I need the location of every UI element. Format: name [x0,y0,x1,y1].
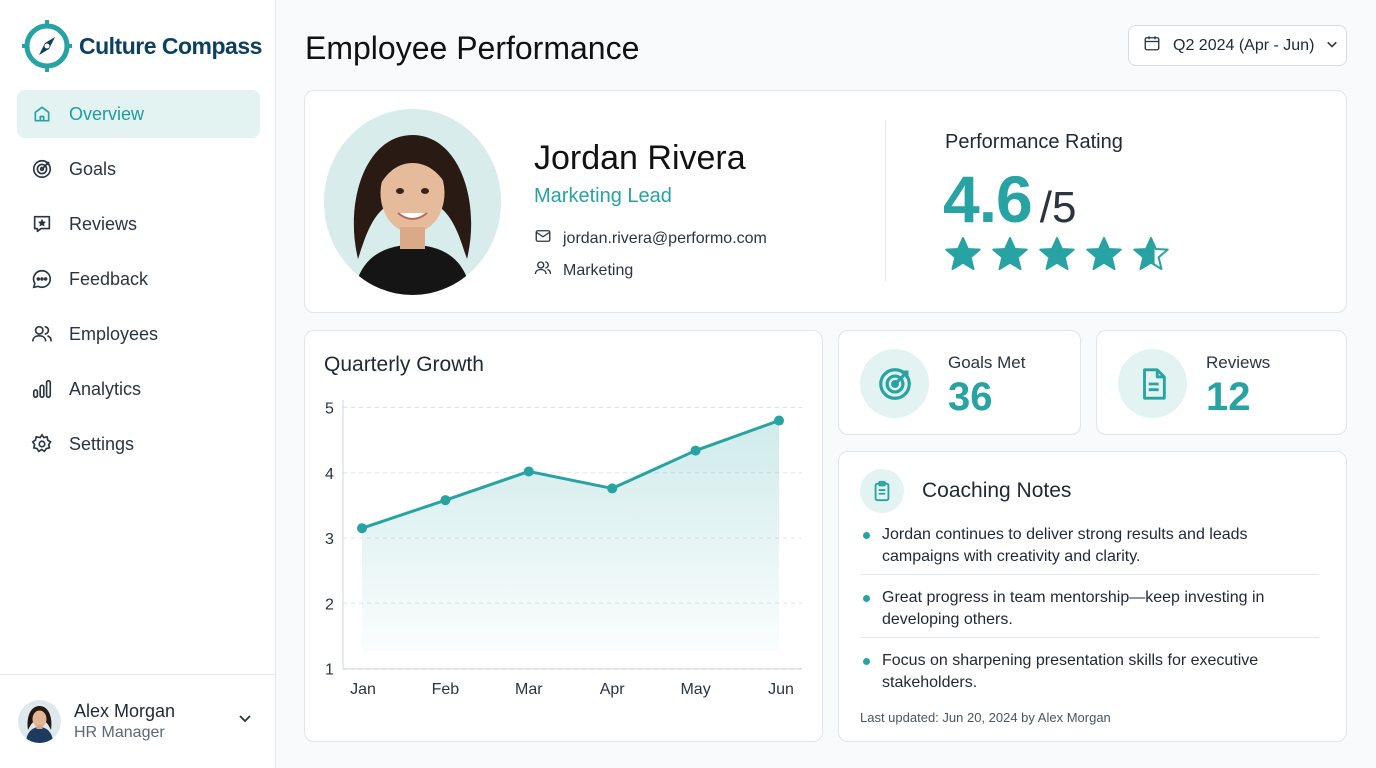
divider [885,121,886,281]
x-tick-label: Feb [432,681,460,698]
sidebar-item-label: Settings [69,433,135,454]
goals-met-label: Goals Met [948,353,1026,372]
x-tick-label: Mar [515,681,543,698]
avatar [18,700,61,743]
brand-name: Culture Compass [79,32,262,59]
sidebar-item-employees[interactable]: Employees [17,310,260,358]
sidebar-item-goals[interactable]: Goals [17,145,260,193]
period-selector[interactable]: Q2 2024 (Apr - Jun) [1128,25,1347,66]
goals-met-value: 36 [948,375,993,419]
bar-chart-icon [31,378,53,400]
reviews-card[interactable]: Reviews 12 [1096,330,1347,435]
y-tick-label: 3 [325,531,334,548]
user-name: Alex Morgan [74,701,176,721]
coaching-notes-title: Coaching Notes [922,479,1072,502]
sidebar-item-label: Feedback [69,268,149,289]
list-item: Great progress in team mentorship—keep i… [860,585,1319,638]
y-tick-label: 5 [325,401,334,418]
last-updated: Last updated: Jun 20, 2024 by Alex Morga… [860,710,1111,725]
x-tick-label: Apr [600,681,626,698]
series-line [361,419,780,530]
data-point [357,523,367,534]
sidebar-item-label: Analytics [69,378,142,399]
rating-label: Performance Rating [945,131,1123,153]
sidebar-item-feedback[interactable]: Feedback [17,255,260,303]
data-point [690,445,701,456]
sidebar-item-label: Overview [69,103,145,124]
employee-email[interactable]: jordan.rivera@performo.com [563,229,767,247]
chevron-down-icon [1326,37,1338,55]
sidebar-item-label: Goals [69,158,117,179]
reviews-value: 12 [1206,375,1251,419]
quarterly-growth-chart: Quarterly Growth 1 2 3 4 5 Jan Feb Mar Apr May Jun [304,330,823,742]
data-point [440,495,451,506]
series-area [362,420,779,651]
coaching-notes-card: Coaching Notes Jordan continues to deliv… [838,451,1347,742]
chevron-down-icon[interactable] [238,711,252,730]
star-full-icon [992,237,1028,276]
star-full-icon [945,237,981,276]
sidebar-item-settings[interactable]: Settings [17,420,260,468]
list-item: Focus on sharpening presentation skills … [860,648,1319,701]
data-point [523,466,534,477]
employee-photo [324,109,501,295]
star-full-icon [1086,237,1122,276]
rating-value: 4.6 /5 [943,161,1076,237]
employee-email-row: jordan.rivera@performo.com [534,227,767,250]
x-tick-label: Jun [768,681,794,698]
document-icon [1118,349,1187,418]
period-label: Q2 2024 (Apr - Jun) [1173,36,1315,54]
clipboard-icon [860,469,904,513]
chat-icon [31,268,53,290]
employee-profile-card: Jordan Rivera Marketing Lead jordan.rive… [304,90,1347,313]
star-full-icon [1039,237,1075,276]
chart-title: Quarterly Growth [324,353,484,376]
data-point [607,483,618,494]
star-review-icon [31,213,53,235]
star-half-icon [1133,237,1169,276]
brand-logo[interactable]: Culture Compass [22,20,262,72]
rating-max: /5 [1039,183,1077,232]
data-point [774,415,784,426]
employee-name: Jordan Rivera [534,139,746,177]
reviews-label: Reviews [1206,353,1271,372]
y-tick-label: 1 [325,662,334,679]
sidebar: Culture Compass Overview Goals Reviews F… [0,0,276,768]
gear-icon [31,433,53,455]
sidebar-item-overview[interactable]: Overview [17,90,260,138]
rating-score: 4.6 [943,162,1033,236]
employee-title: Marketing Lead [534,185,672,207]
goals-met-card[interactable]: Goals Met 36 [838,330,1081,435]
page-title: Employee Performance [305,30,640,66]
calendar-icon [1143,34,1161,57]
rating-stars [945,237,1180,276]
users-icon [31,323,53,345]
employee-department-row: Marketing [534,259,633,282]
home-icon [31,103,53,125]
target-icon [860,349,929,418]
y-tick-label: 2 [325,596,334,613]
sidebar-item-analytics[interactable]: Analytics [17,365,260,413]
x-tick-label: May [680,681,710,698]
sidebar-item-label: Reviews [69,213,138,234]
y-tick-label: 4 [325,466,334,483]
chart-canvas: 1 2 3 4 5 Jan Feb Mar Apr May Jun [325,400,802,698]
sidebar-item-label: Employees [69,323,159,344]
mail-icon [534,227,552,250]
user-profile-menu[interactable]: Alex Morgan HR Manager [0,674,276,768]
x-tick-label: Jan [350,681,376,698]
user-role: HR Manager [74,724,165,741]
sidebar-item-reviews[interactable]: Reviews [17,200,260,248]
sidebar-nav: Overview Goals Reviews Feedback Employee… [17,90,260,475]
list-item: Jordan continues to deliver strong resul… [860,522,1319,575]
employee-department: Marketing [563,261,634,279]
coaching-notes-list: Jordan continues to deliver strong resul… [860,522,1319,711]
users-icon [534,259,552,282]
compass-logo-icon [22,20,72,72]
target-icon [31,158,53,180]
